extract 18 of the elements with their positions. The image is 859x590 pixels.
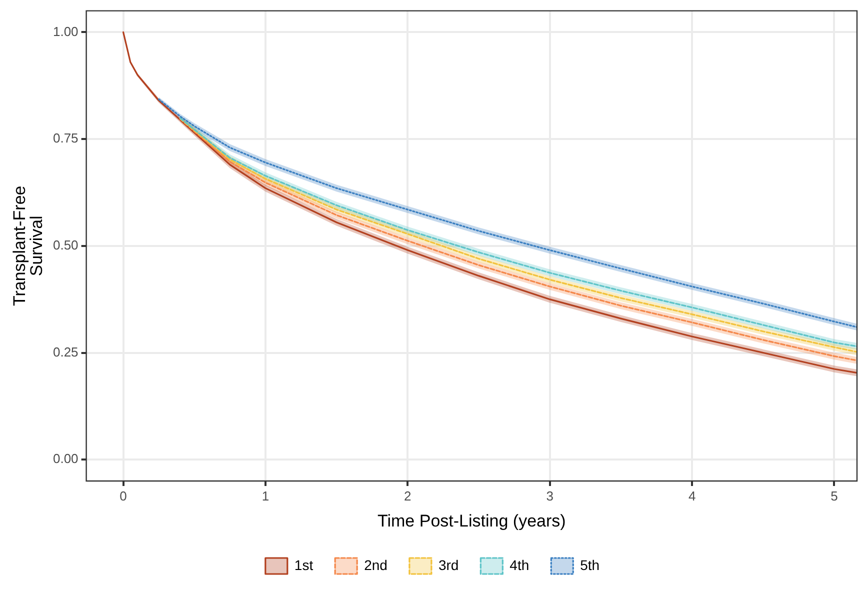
- x-tick-label: 0: [120, 488, 127, 504]
- x-tick-label: 5: [830, 488, 838, 504]
- legend-label: 5th: [580, 556, 600, 573]
- legend-label: 3rd: [438, 556, 459, 573]
- legend-label: 1st: [294, 556, 314, 573]
- y-tick-label: 0.75: [52, 130, 78, 146]
- y-tick-label: 0.50: [52, 237, 78, 252]
- legend-label: 2nd: [364, 556, 388, 573]
- y-tick-label: 0.25: [52, 344, 78, 360]
- y-tick-label: 1.00: [52, 24, 78, 39]
- y-tick-label: 0.00: [52, 451, 78, 466]
- x-tick-label: 1: [262, 488, 270, 504]
- x-tick-label: 2: [404, 488, 412, 504]
- x-tick-label: 3: [546, 488, 554, 504]
- y-axis-title: Transplant-Free Survival: [10, 186, 46, 306]
- legend-label: 4th: [510, 556, 530, 573]
- x-axis-title: Time Post-Listing (years): [377, 511, 566, 530]
- x-tick-label: 4: [688, 488, 696, 504]
